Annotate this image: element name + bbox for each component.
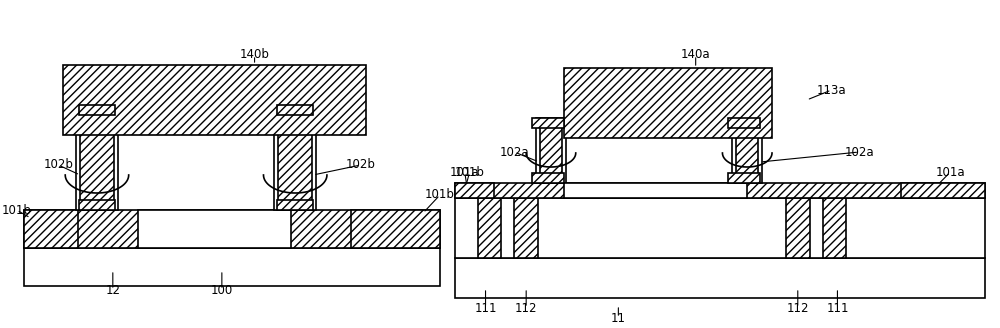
Text: 100: 100 — [211, 283, 233, 297]
Bar — [24, 210, 440, 248]
Bar — [24, 248, 440, 286]
Text: 101b: 101b — [425, 189, 455, 201]
Bar — [76, 105, 118, 210]
Text: 102a: 102a — [499, 146, 529, 158]
Text: 113a: 113a — [566, 84, 596, 96]
Text: 113b: 113b — [336, 84, 366, 96]
Bar — [274, 105, 316, 210]
Bar — [455, 183, 494, 198]
Bar — [277, 105, 313, 115]
Bar — [455, 258, 985, 298]
Text: 111: 111 — [474, 301, 497, 315]
Bar — [351, 210, 440, 248]
Bar — [728, 118, 760, 128]
Bar — [478, 198, 501, 258]
Bar — [532, 118, 564, 128]
Bar — [901, 183, 985, 198]
Text: 112: 112 — [787, 301, 809, 315]
Text: 111: 111 — [826, 301, 849, 315]
Bar — [532, 173, 564, 183]
Bar — [540, 122, 562, 183]
Text: 101a: 101a — [936, 166, 965, 178]
Bar — [277, 200, 313, 210]
Bar — [79, 105, 115, 115]
Text: 101b: 101b — [2, 203, 32, 216]
Bar — [455, 198, 985, 258]
Bar — [278, 109, 312, 210]
Text: 102b: 102b — [43, 158, 73, 172]
Text: 112: 112 — [515, 301, 537, 315]
Text: 102a: 102a — [844, 146, 874, 158]
Text: 102b: 102b — [346, 158, 376, 172]
Text: 12: 12 — [105, 283, 120, 297]
Bar — [564, 68, 772, 138]
Bar — [823, 198, 846, 258]
Bar — [514, 198, 538, 258]
Bar — [732, 118, 762, 183]
Bar — [564, 183, 747, 198]
Bar — [63, 65, 366, 135]
Bar — [24, 210, 78, 248]
Text: 140b: 140b — [240, 49, 270, 62]
Text: 101b: 101b — [455, 166, 485, 178]
Bar — [138, 210, 291, 248]
Bar — [728, 173, 760, 183]
Text: 101a: 101a — [450, 166, 480, 178]
Text: 113a: 113a — [817, 84, 846, 96]
Bar — [736, 122, 758, 183]
Bar — [786, 198, 810, 258]
Bar — [536, 118, 566, 183]
Bar — [79, 200, 115, 210]
Text: 113b: 113b — [68, 84, 98, 96]
Text: 140a: 140a — [681, 49, 710, 62]
Bar — [80, 109, 114, 210]
Bar — [455, 183, 985, 198]
Text: 11: 11 — [611, 312, 626, 324]
